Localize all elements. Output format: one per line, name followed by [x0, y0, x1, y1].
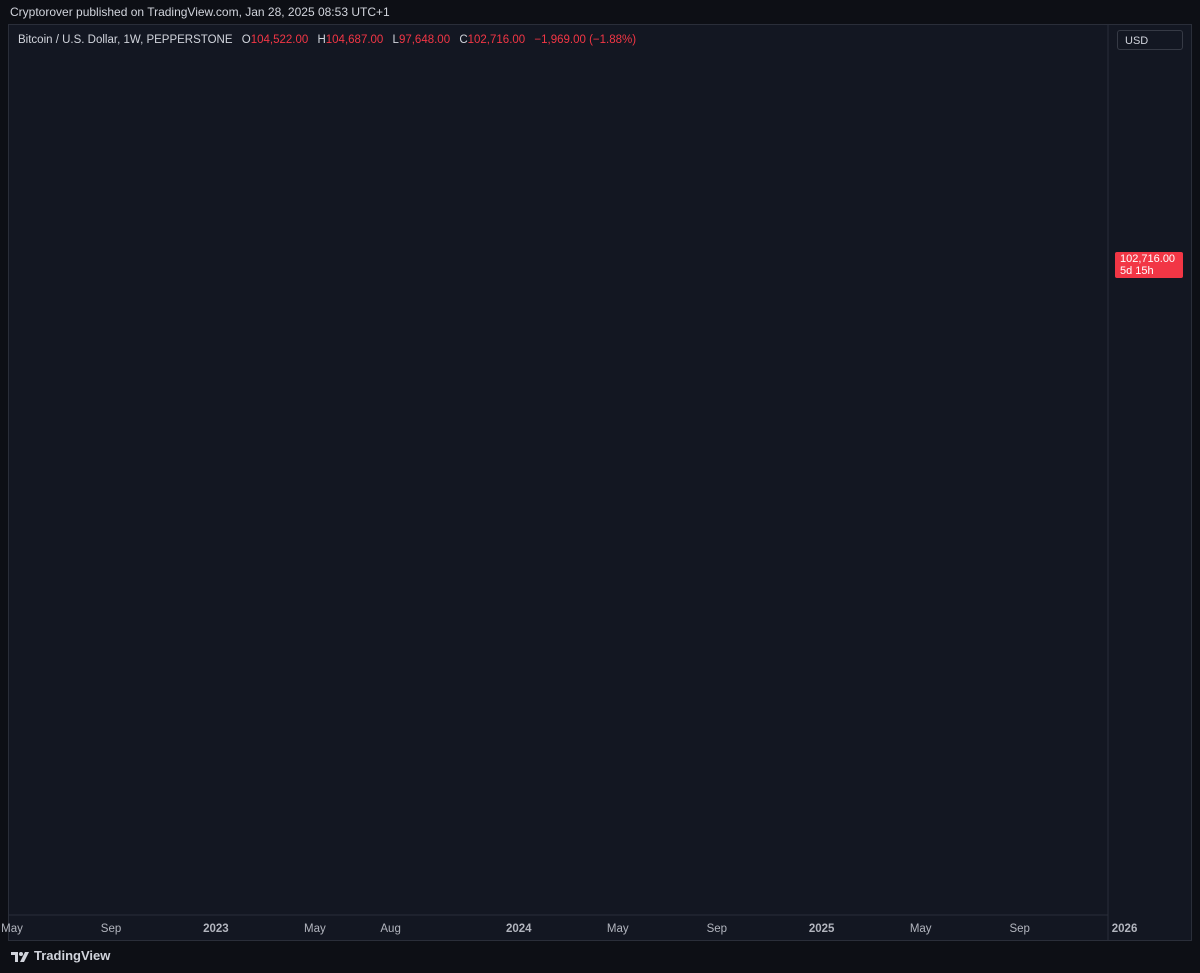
x-tick-label: Sep [707, 923, 727, 935]
x-tick-label: 2025 [809, 923, 835, 935]
x-tick-label: 2026 [1112, 923, 1138, 935]
publisher-text: Cryptorover published on TradingView.com… [10, 5, 390, 19]
low-value: 97,648.00 [398, 34, 451, 46]
high-label: H [317, 34, 326, 46]
x-tick-label: May [910, 923, 932, 935]
x-tick-label: Sep [101, 923, 121, 935]
tradingview-logo[interactable]: TradingView [10, 948, 110, 963]
brand-label: TradingView [34, 948, 111, 963]
x-tick-label: 2024 [506, 923, 532, 935]
countdown-value: 5d 15h [1120, 265, 1154, 277]
symbol-name: Bitcoin / U.S. Dollar, 1W, PEPPERSTONE [18, 34, 233, 46]
close-value: 102,716.00 [467, 34, 526, 46]
close-label: C [459, 34, 468, 46]
x-tick-label: May [1, 923, 23, 935]
open-value: 104,522.00 [250, 34, 309, 46]
tradingview-icon [11, 951, 29, 962]
footer-bar: TradingView [0, 941, 1200, 973]
x-tick-label: Aug [380, 923, 400, 935]
publisher-bar: Cryptorover published on TradingView.com… [0, 0, 1200, 24]
high-value: 104,687.00 [325, 34, 384, 46]
x-tick-label: 2023 [203, 923, 229, 935]
x-tick-label: May [607, 923, 629, 935]
symbol-legend: Bitcoin / U.S. Dollar, 1W, PEPPERSTONE O… [18, 34, 636, 46]
low-label: L [392, 34, 399, 46]
x-tick-label: Sep [1009, 923, 1029, 935]
last-price-tag: 102,716.00 5d 15h [1115, 252, 1183, 278]
change-value: −1,969.00 (−1.88%) [534, 34, 637, 46]
last-price-value: 102,716.00 [1120, 253, 1176, 265]
currency-button[interactable]: USD [1117, 30, 1183, 50]
price-chart[interactable]: May Sep 2023 May Aug 2024 May Sep 2025 May Sep 2026 [0, 0, 1200, 941]
open-label: O [241, 34, 251, 46]
chart-pane[interactable] [8, 24, 1192, 941]
x-tick-label: May [304, 923, 326, 935]
